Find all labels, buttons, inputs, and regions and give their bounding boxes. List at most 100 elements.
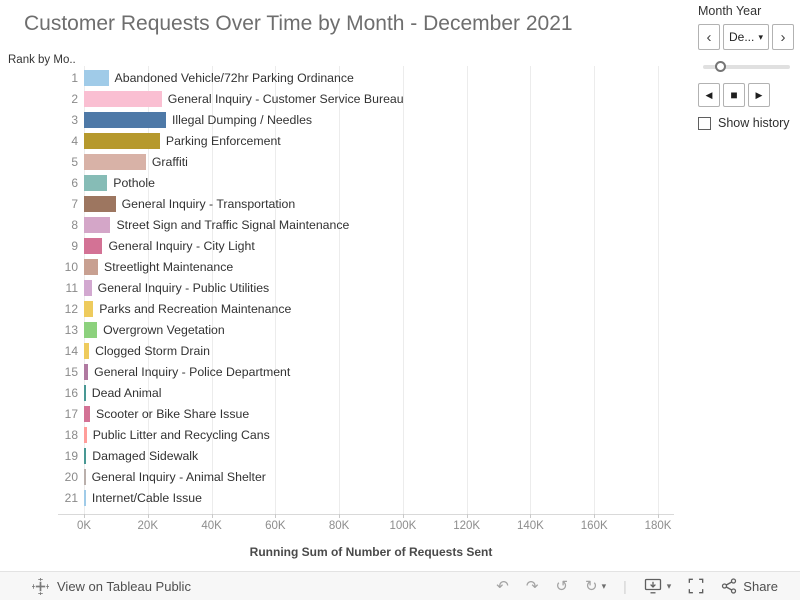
chevron-down-icon: ▾ bbox=[758, 31, 763, 42]
show-history-label: Show history bbox=[718, 116, 790, 130]
bar-mark[interactable] bbox=[84, 385, 86, 401]
tableau-toolbar: View on Tableau Public ↶ ↷ ↺ ↻ ▾ | ▾ bbox=[0, 571, 800, 600]
x-axis-tick bbox=[84, 514, 85, 518]
table-row: 3 Illegal Dumping / Needles bbox=[0, 110, 800, 131]
tableau-logo-icon bbox=[32, 577, 49, 595]
bar-label: General Inquiry - City Light bbox=[108, 239, 255, 253]
show-history-control[interactable]: Show history bbox=[698, 116, 798, 130]
slider-handle[interactable] bbox=[715, 61, 726, 72]
share-button[interactable]: Share bbox=[721, 578, 778, 594]
page-title: Customer Requests Over Time by Month - D… bbox=[24, 12, 573, 35]
toolbar-actions: ↶ ↷ ↺ ↻ ▾ | ▾ bbox=[496, 578, 778, 594]
gridline bbox=[402, 66, 404, 514]
bar-mark[interactable] bbox=[84, 175, 108, 191]
rank-number: 19 bbox=[64, 449, 78, 463]
bar-mark[interactable] bbox=[84, 301, 94, 317]
month-year-dropdown[interactable]: De... ▾ bbox=[723, 24, 769, 50]
table-row: 21 Internet/Cable Issue bbox=[0, 488, 800, 509]
download-icon bbox=[644, 578, 663, 594]
bar-label: Public Litter and Recycling Cans bbox=[92, 428, 270, 442]
rank-number: 11 bbox=[65, 281, 78, 295]
gridline bbox=[466, 66, 468, 514]
step-forward-button[interactable]: ▶ bbox=[748, 83, 770, 107]
table-row: 20 General Inquiry - Animal Shelter bbox=[0, 467, 800, 488]
revert-icon[interactable]: ↺ bbox=[555, 577, 569, 595]
slider-track[interactable] bbox=[703, 65, 790, 69]
bar-label: General Inquiry - Transportation bbox=[121, 197, 296, 211]
rank-number: 10 bbox=[64, 260, 78, 274]
gridline bbox=[530, 66, 532, 514]
bar-mark[interactable] bbox=[84, 322, 98, 338]
table-row: 17 Scooter or Bike Share Issue bbox=[0, 404, 800, 425]
bar-label: Street Sign and Traffic Signal Maintenan… bbox=[116, 218, 350, 232]
bar-mark[interactable] bbox=[84, 280, 92, 296]
bar-mark[interactable] bbox=[84, 91, 162, 107]
rank-number: 21 bbox=[64, 491, 78, 505]
table-row: 19 Damaged Sidewalk bbox=[0, 446, 800, 467]
step-back-button[interactable]: ◀ bbox=[698, 83, 720, 107]
show-history-checkbox[interactable] bbox=[698, 116, 711, 130]
chevron-down-icon: ▾ bbox=[666, 580, 672, 591]
gridline bbox=[339, 66, 341, 514]
rank-number: 3 bbox=[71, 113, 78, 127]
download-menu[interactable]: ▾ bbox=[644, 578, 672, 594]
bar-label: Scooter or Bike Share Issue bbox=[96, 407, 250, 421]
rank-number: 6 bbox=[71, 176, 78, 190]
bar-mark[interactable] bbox=[84, 133, 160, 149]
rank-number: 7 bbox=[71, 197, 78, 211]
x-axis-tick bbox=[594, 514, 596, 518]
refresh-menu[interactable]: ↻ ▾ bbox=[585, 579, 606, 594]
share-label: Share bbox=[743, 578, 778, 594]
rank-number: 12 bbox=[64, 302, 78, 316]
rank-number: 14 bbox=[64, 344, 78, 358]
x-axis-tick-label: 120K bbox=[453, 520, 481, 532]
bar-mark[interactable] bbox=[84, 364, 89, 380]
table-row: 5 Graffiti bbox=[0, 152, 800, 173]
bar-label: Graffiti bbox=[151, 155, 188, 169]
bar-mark[interactable] bbox=[84, 448, 87, 464]
bar-mark[interactable] bbox=[84, 217, 111, 233]
table-row: 7 General Inquiry - Transportation bbox=[0, 194, 800, 215]
rank-number: 16 bbox=[64, 386, 78, 400]
x-axis-tick-label: 140K bbox=[517, 520, 544, 532]
month-year-slider[interactable] bbox=[698, 60, 798, 74]
redo-icon[interactable]: ↷ bbox=[525, 577, 539, 595]
bar-label: Illegal Dumping / Needles bbox=[171, 113, 313, 127]
playback-controls: ◀ ■ ▶ bbox=[698, 83, 798, 107]
stop-button[interactable]: ■ bbox=[723, 83, 745, 107]
rank-number: 4 bbox=[71, 134, 78, 148]
x-axis-tick bbox=[466, 514, 468, 518]
table-row: 18 Public Litter and Recycling Cans bbox=[0, 425, 800, 446]
bar-mark[interactable] bbox=[84, 490, 86, 506]
table-row: 6 Pothole bbox=[0, 173, 800, 194]
bar-mark[interactable] bbox=[84, 112, 166, 128]
undo-icon[interactable]: ↶ bbox=[496, 577, 509, 595]
view-on-tableau-link[interactable]: View on Tableau Public bbox=[32, 577, 191, 595]
bar-mark[interactable] bbox=[84, 70, 109, 86]
step-back-icon: ◀ bbox=[705, 89, 713, 100]
bar-mark[interactable] bbox=[84, 427, 87, 443]
bar-mark[interactable] bbox=[84, 259, 99, 275]
fullscreen-button[interactable] bbox=[688, 578, 704, 594]
bar-mark[interactable] bbox=[84, 154, 146, 170]
next-month-button[interactable]: › bbox=[772, 24, 794, 50]
rank-number: 17 bbox=[64, 407, 78, 421]
prev-month-button[interactable]: ‹ bbox=[698, 24, 720, 50]
x-axis-tick bbox=[658, 514, 659, 518]
rank-number: 18 bbox=[64, 428, 78, 442]
bar-mark[interactable] bbox=[84, 196, 116, 212]
bar-mark[interactable] bbox=[84, 406, 91, 422]
x-axis-tick bbox=[211, 514, 213, 518]
bar-mark[interactable] bbox=[84, 238, 103, 254]
table-row: 9 General Inquiry - City Light bbox=[0, 236, 800, 257]
rank-number: 5 bbox=[71, 155, 78, 169]
gridline bbox=[658, 66, 659, 514]
table-row: 10 Streetlight Maintenance bbox=[0, 257, 800, 278]
bar-label: General Inquiry - Police Department bbox=[94, 365, 291, 379]
bar-mark[interactable] bbox=[84, 343, 90, 359]
bar-mark[interactable] bbox=[84, 469, 86, 485]
table-row: 1 Abandoned Vehicle/72hr Parking Ordinanc… bbox=[0, 68, 800, 89]
bar-label: Parks and Recreation Maintenance bbox=[99, 302, 292, 316]
x-axis-tick bbox=[530, 514, 532, 518]
bar-label: Damaged Sidewalk bbox=[92, 449, 199, 463]
